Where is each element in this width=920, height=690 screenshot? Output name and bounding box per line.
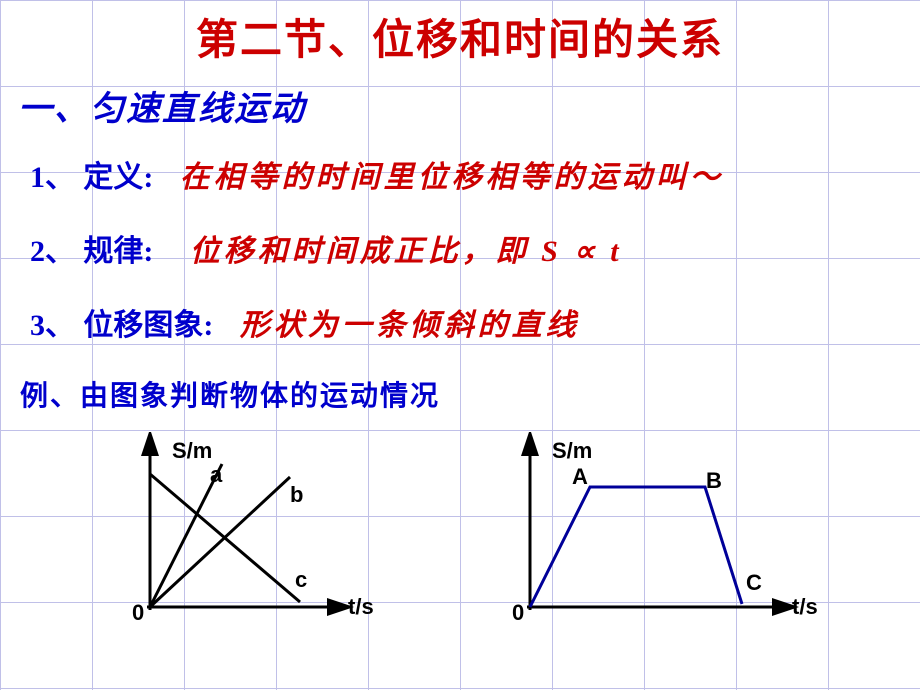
item-1: 1、 定义: 在相等的时间里位移相等的运动叫～ — [0, 152, 920, 196]
item-2-value: 位移和时间成正比，即 S ∝ t — [190, 235, 623, 268]
chart-2: S/m t/s 0 A B C — [510, 432, 830, 627]
chart-1-xlabel: t/s — [348, 594, 374, 620]
item-3-value: 形状为一条倾斜的直线 — [240, 309, 580, 342]
chart-1: S/m t/s 0 a b c — [130, 432, 380, 627]
chart-2-ylabel: S/m — [552, 438, 592, 464]
item-1-value: 在相等的时间里位移相等的运动叫～ — [180, 161, 724, 194]
example-heading: 例、由图象判断物体的运动情况 — [0, 374, 920, 414]
item-2-label: 规律: — [83, 235, 153, 268]
chart-1-svg — [130, 432, 380, 627]
item-3-num: 3、 — [30, 309, 75, 342]
chart-2-label-C: C — [746, 570, 762, 596]
chart-1-ylabel: S/m — [172, 438, 212, 464]
chart-2-label-A: A — [572, 464, 588, 490]
section-heading: 一、匀速直线运动 — [0, 81, 920, 130]
item-1-num: 1、 — [30, 161, 75, 194]
charts-row: S/m t/s 0 a b c S/m t — [0, 432, 920, 627]
chart-1-label-c: c — [295, 567, 307, 593]
main-title: 第二节、位移和时间的关系 — [0, 0, 920, 67]
chart-1-label-a: a — [210, 462, 222, 488]
chart-1-origin: 0 — [132, 600, 144, 626]
chart-2-xlabel: t/s — [792, 594, 818, 620]
chart-2-label-B: B — [706, 468, 722, 494]
item-2: 2、 规律: 位移和时间成正比，即 S ∝ t — [0, 226, 920, 270]
item-3-label: 位移图象: — [83, 309, 213, 342]
item-2-num: 2、 — [30, 235, 75, 268]
chart-1-label-b: b — [290, 482, 303, 508]
slide-content: 第二节、位移和时间的关系 一、匀速直线运动 1、 定义: 在相等的时间里位移相等… — [0, 0, 920, 627]
item-3: 3、 位移图象: 形状为一条倾斜的直线 — [0, 300, 920, 344]
item-1-label: 定义: — [83, 161, 153, 194]
chart-2-origin: 0 — [512, 600, 524, 626]
